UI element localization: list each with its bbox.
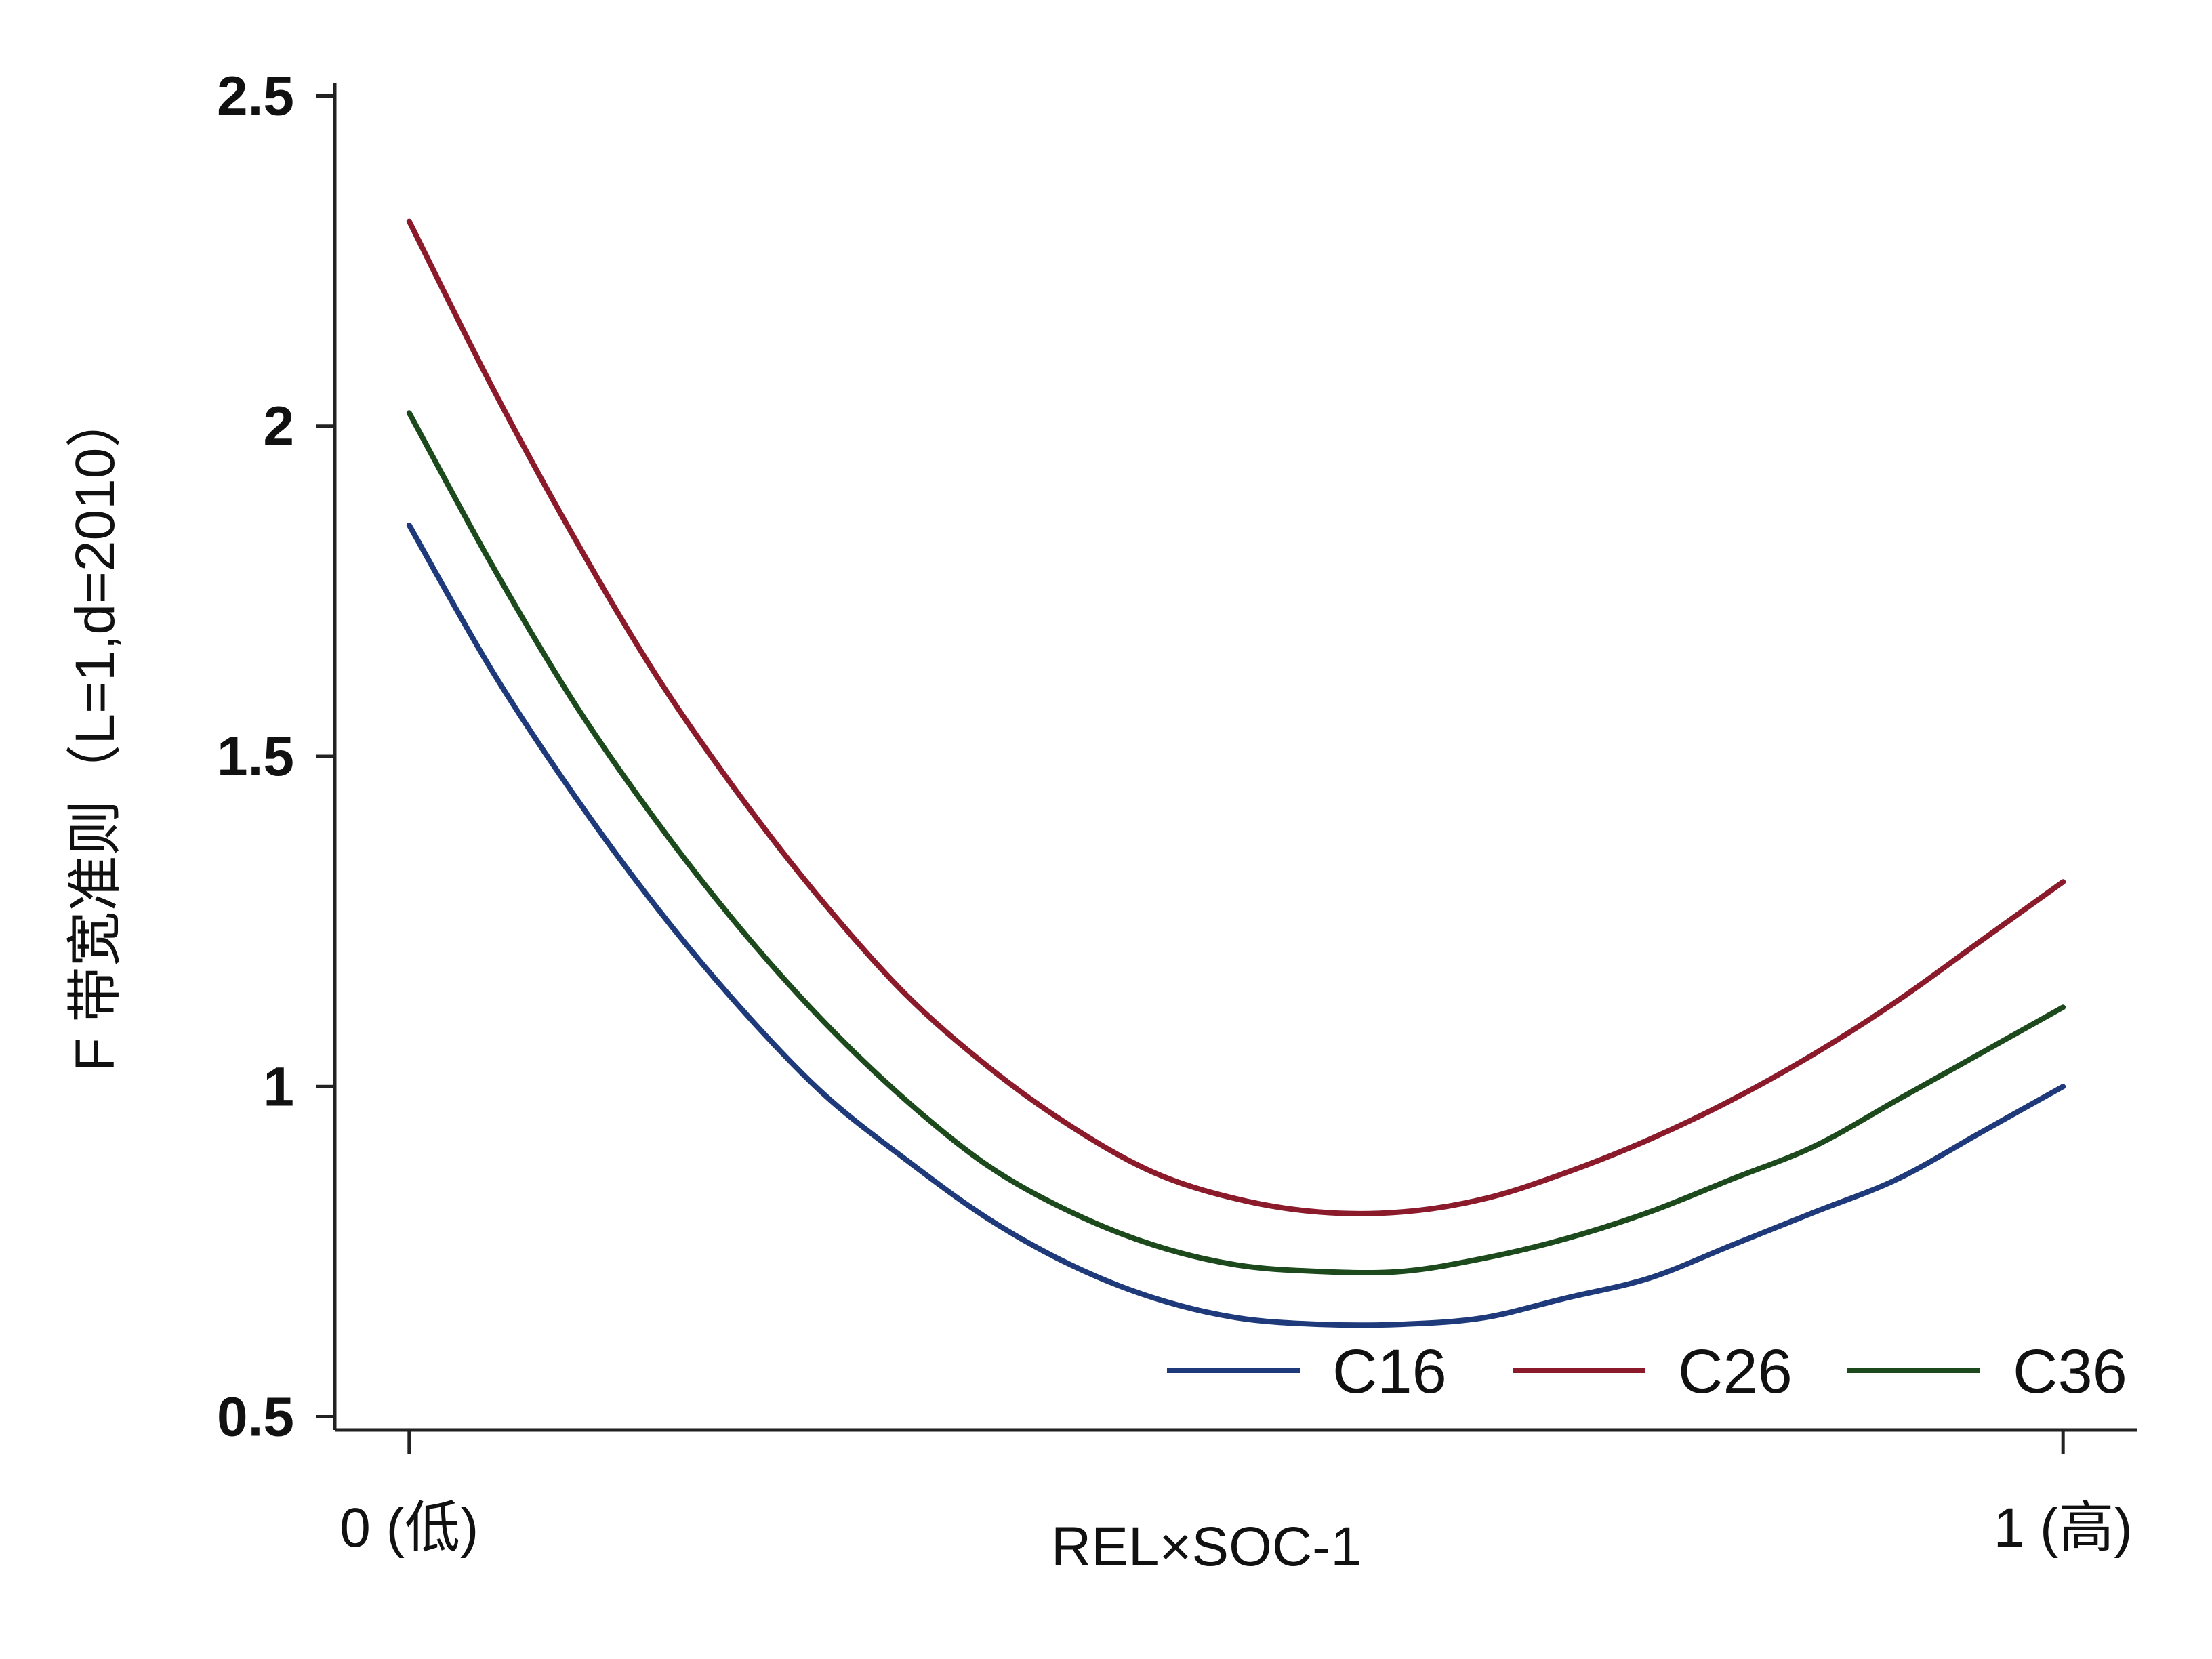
series-line-c16 (406, 522, 2066, 1328)
legend: C16 C26 C36 (1167, 1337, 2127, 1406)
y-tick-label: 0.5 (217, 1387, 294, 1448)
legend-label-c26: C26 (1678, 1337, 1793, 1406)
series-lines (406, 218, 2066, 1328)
x-tick-label: 1 (高) (1994, 1497, 2133, 1559)
legend-label-c36: C36 (2013, 1337, 2127, 1406)
x-axis-title: REL×SOC-1 (1051, 1516, 1361, 1578)
x-tick-label: 0 (低) (340, 1497, 478, 1559)
y-tick-label: 1.5 (217, 726, 294, 787)
y-axis-title: F 带宽准则（L=1,d=2010） (64, 392, 126, 1072)
axes (333, 83, 2137, 1432)
legend-label-c16: C16 (1332, 1337, 1447, 1406)
x-ticks: 0 (低) 1 (高) (340, 1430, 2133, 1559)
series-line-c26 (406, 218, 2066, 1216)
y-ticks: 0.5 1 1.5 2 2.5 (217, 65, 335, 1448)
y-tick-label: 2.5 (217, 65, 294, 127)
series-line-c36 (406, 410, 2066, 1275)
y-tick-label: 1 (263, 1056, 294, 1118)
y-tick-label: 2 (263, 396, 294, 457)
